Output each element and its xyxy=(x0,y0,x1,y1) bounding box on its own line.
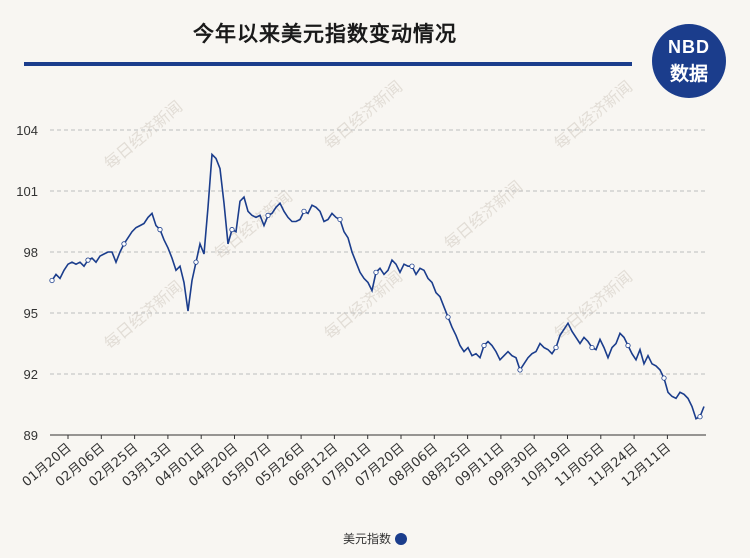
data-point xyxy=(697,414,703,420)
nbd-logo: NBD 数据 xyxy=(652,24,726,98)
logo-top-text: NBD xyxy=(668,37,710,57)
y-tick-label: 95 xyxy=(24,306,38,321)
data-point xyxy=(553,344,559,351)
data-point xyxy=(229,227,235,233)
watermark-text: 每日经济新闻 xyxy=(100,97,186,173)
data-point xyxy=(121,241,127,247)
data-point xyxy=(301,208,307,214)
chart-title: 今年以来美元指数变动情况 xyxy=(193,22,457,46)
watermark-text: 每日经济新闻 xyxy=(320,77,406,153)
data-point xyxy=(661,375,667,381)
y-axis-ticks: 89 92 95 98 101 104 xyxy=(16,123,38,443)
data-point xyxy=(49,277,55,284)
y-tick-label: 101 xyxy=(16,184,38,199)
legend-swatch xyxy=(395,533,407,545)
y-tick-label: 104 xyxy=(16,123,38,138)
legend-label: 美元指数 xyxy=(342,532,391,546)
y-tick-label: 92 xyxy=(24,367,38,382)
data-point xyxy=(625,342,631,349)
x-axis-ticks: 01月20日02月06日02月25日03月13日04月01日04月20日05月0… xyxy=(20,435,674,490)
data-point xyxy=(445,314,451,320)
y-tick-label: 89 xyxy=(24,428,38,443)
grid-lines xyxy=(50,129,706,375)
y-tick-label: 98 xyxy=(24,245,38,260)
series-markers xyxy=(49,208,703,420)
legend: 美元指数 xyxy=(0,530,750,547)
logo-bottom-text: 数据 xyxy=(669,63,708,85)
title-underline xyxy=(24,62,632,66)
data-point xyxy=(265,212,271,218)
data-point xyxy=(157,227,163,233)
data-point xyxy=(193,259,199,265)
data-point xyxy=(85,257,91,263)
data-point xyxy=(517,367,523,373)
watermark-text: 每日经济新闻 xyxy=(550,77,636,153)
watermark-text: 每日经济新闻 xyxy=(440,177,526,253)
data-point xyxy=(481,342,487,349)
watermark-text: 每日经济新闻 xyxy=(100,277,186,353)
data-point xyxy=(373,269,379,275)
data-point xyxy=(589,344,595,351)
data-point xyxy=(337,216,343,223)
data-point xyxy=(409,263,415,269)
